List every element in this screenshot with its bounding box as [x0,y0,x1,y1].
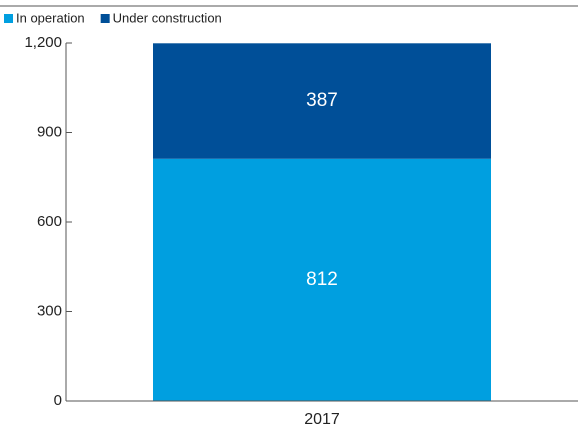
y-tick-label: 0 [54,392,62,409]
value-label: 387 [306,90,338,111]
bar-segment [153,43,491,159]
y-tick-label: 300 [37,302,62,319]
legend-label: In operation [16,10,85,25]
legend-swatch [100,14,110,23]
y-tick-label: 600 [37,213,62,230]
value-label: 812 [306,269,338,290]
bar-segment [153,158,491,401]
legend-label: Under construction [113,10,222,25]
legend-swatch [4,14,13,23]
y-tick-label: 1,200 [24,34,62,51]
y-tick-label: 900 [37,123,62,140]
x-tick-label: 2017 [304,411,340,428]
